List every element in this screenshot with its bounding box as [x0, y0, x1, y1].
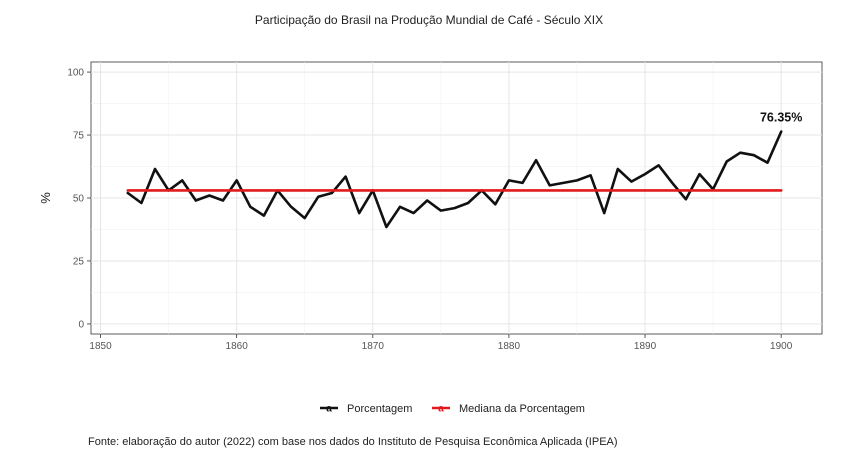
legend: a Porcentagem a Mediana da Porcentagem: [320, 403, 585, 415]
series-line-porcentagem: [126, 130, 783, 229]
annotation-layer: 76.35%: [760, 111, 802, 125]
x-tick-label: 1870: [362, 341, 385, 352]
legend-key-glyph: a: [326, 404, 332, 415]
x-tick-label: 1880: [498, 341, 521, 352]
y-tick-label: 75: [73, 131, 85, 142]
chart-title: Participação do Brasil na Produção Mundi…: [255, 13, 603, 27]
y-tick-label: 50: [73, 194, 85, 205]
x-tick-label: 1890: [634, 341, 657, 352]
y-tick-label: 0: [78, 319, 84, 330]
x-tick-label: 1860: [226, 341, 249, 352]
x-tick-label: 1850: [89, 341, 112, 352]
legend-item-porcentagem: a Porcentagem: [320, 403, 412, 415]
y-axis-label: %: [38, 192, 53, 204]
grid: [91, 62, 822, 334]
series-layer: [126, 130, 783, 229]
y-axis: 0 25 50 75 100: [67, 68, 91, 330]
legend-item-mediana: a Mediana da Porcentagem: [432, 403, 585, 415]
legend-key-glyph: a: [438, 404, 444, 415]
y-tick-label: 25: [73, 256, 85, 267]
legend-label-porcentagem: Porcentagem: [347, 403, 412, 415]
x-axis: 1850 1860 1870 1880 1890 1900: [89, 334, 793, 352]
x-tick-label: 1900: [770, 341, 793, 352]
annotation-label: 76.35%: [760, 111, 802, 125]
legend-label-mediana: Mediana da Porcentagem: [459, 403, 585, 415]
caption: Fonte: elaboração do autor (2022) com ba…: [88, 436, 618, 448]
y-tick-label: 100: [67, 68, 84, 79]
